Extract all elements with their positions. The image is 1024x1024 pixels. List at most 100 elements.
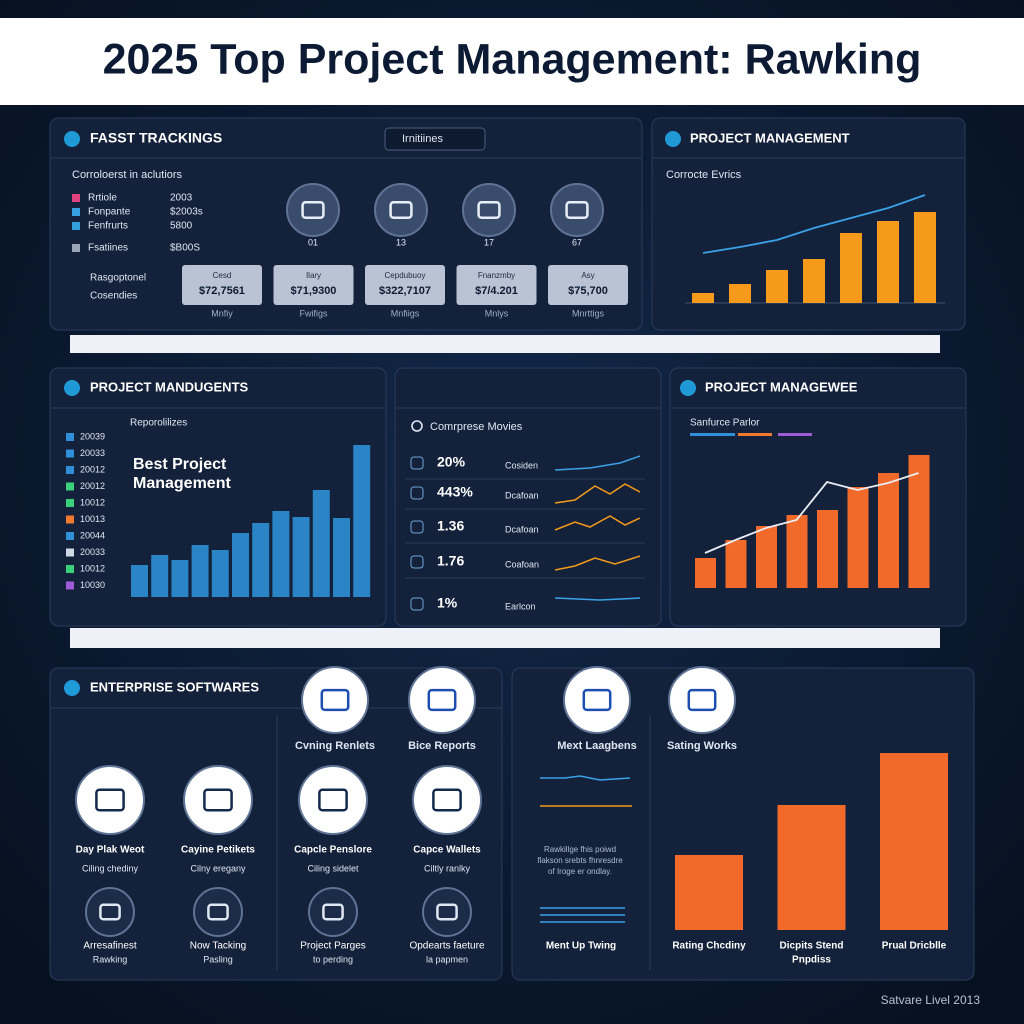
bar bbox=[914, 212, 936, 303]
legend-swatch bbox=[66, 532, 74, 540]
bar bbox=[777, 805, 846, 930]
label: Rawking bbox=[93, 954, 128, 964]
bar bbox=[232, 533, 249, 597]
label: Fnanzmby bbox=[478, 271, 515, 280]
legend-swatch bbox=[66, 449, 74, 458]
label: Fenfrurts bbox=[88, 221, 128, 232]
icon-glyph bbox=[207, 903, 229, 921]
icon-glyph bbox=[687, 688, 717, 712]
title-banner bbox=[0, 18, 1024, 105]
bar bbox=[756, 526, 777, 588]
label: Sating Works bbox=[667, 740, 737, 752]
row-swatch bbox=[72, 194, 80, 202]
icon-glyph bbox=[99, 903, 121, 921]
trend-line bbox=[702, 194, 926, 254]
bar bbox=[725, 540, 747, 588]
label: Fsatiines bbox=[88, 243, 128, 254]
bar bbox=[786, 515, 808, 588]
bar bbox=[695, 558, 716, 588]
bar bbox=[292, 517, 310, 597]
label: Project Parges bbox=[300, 941, 366, 952]
label: Rasgoptonel bbox=[90, 273, 146, 284]
metric-card bbox=[456, 265, 537, 305]
label: Cilny eregany bbox=[190, 863, 246, 873]
row-icon bbox=[410, 597, 424, 611]
label: flakson srebts fhnresdre bbox=[537, 856, 623, 865]
panel-icon bbox=[680, 380, 696, 396]
icon bbox=[408, 666, 476, 734]
icon-glyph bbox=[301, 200, 325, 220]
sparkline bbox=[554, 555, 641, 571]
label: Cayine Petikets bbox=[181, 845, 255, 856]
metric-card bbox=[365, 265, 445, 305]
icon-glyph bbox=[436, 903, 458, 921]
label: 13 bbox=[396, 237, 406, 247]
bar bbox=[877, 221, 899, 303]
label: Dicpits Stend bbox=[780, 941, 844, 952]
label: Capcle Penslore bbox=[294, 845, 372, 856]
sparkline bbox=[554, 597, 641, 601]
label: $7/4.201 bbox=[475, 285, 518, 297]
legend-label: 10012 bbox=[80, 563, 105, 573]
bar bbox=[840, 233, 862, 303]
bar bbox=[252, 523, 270, 597]
label: Day Plak Weot bbox=[76, 845, 145, 856]
label: Arresafinest bbox=[83, 941, 137, 952]
label: to perding bbox=[313, 954, 353, 964]
icon bbox=[462, 183, 516, 237]
divider bbox=[70, 335, 940, 353]
panel bbox=[511, 667, 975, 981]
page-title: 2025 Top Project Management: Rawking bbox=[103, 35, 922, 83]
legend-swatch bbox=[66, 466, 74, 474]
bar bbox=[272, 511, 290, 597]
search-text: Irnitiines bbox=[402, 133, 443, 145]
row-icon bbox=[410, 486, 424, 500]
metric-card bbox=[273, 265, 354, 305]
legend-label: 20033 bbox=[80, 448, 105, 458]
row-swatch bbox=[72, 244, 80, 252]
icon-glyph bbox=[582, 688, 612, 712]
label: Pnpdiss bbox=[792, 955, 831, 966]
panel-title: PROJECT MANDUGENTS bbox=[90, 379, 249, 394]
icon bbox=[193, 887, 243, 937]
panel-title: PROJECT MANAGEMENT bbox=[690, 130, 850, 145]
label: Bice Reports bbox=[408, 740, 476, 752]
label: $2003s bbox=[170, 207, 203, 218]
legend-label: 20012 bbox=[80, 464, 105, 474]
bar bbox=[908, 455, 930, 588]
icon bbox=[183, 765, 253, 835]
label: Cvning Renlets bbox=[295, 740, 375, 752]
icon-glyph bbox=[565, 200, 589, 220]
label: 17 bbox=[484, 237, 494, 247]
panel-icon bbox=[665, 131, 681, 147]
sparkline bbox=[554, 483, 641, 504]
legend-label: 10012 bbox=[80, 497, 105, 507]
label: Ment Up Twing bbox=[546, 941, 616, 952]
bar bbox=[312, 490, 330, 597]
legend-swatch bbox=[66, 482, 74, 491]
label: Asy bbox=[581, 271, 594, 280]
legend-bar bbox=[778, 433, 812, 436]
legend-bar bbox=[690, 433, 735, 436]
sparkline bbox=[554, 515, 641, 531]
label: Mnfiy bbox=[211, 308, 233, 318]
label: Cosendies bbox=[90, 291, 137, 302]
icon-glyph bbox=[432, 788, 462, 812]
footer: Satvare Livel 2013 bbox=[881, 993, 981, 1007]
headline: Best Project bbox=[133, 456, 227, 473]
label: 1% bbox=[437, 595, 458, 611]
legend-swatch bbox=[66, 515, 74, 524]
label: of Iroge er ondlay. bbox=[548, 867, 612, 876]
label: $72,7561 bbox=[199, 285, 245, 297]
label: Cepdubuoy bbox=[385, 271, 426, 280]
metric-card bbox=[548, 265, 628, 305]
divider bbox=[70, 628, 940, 648]
label: Ciling sidelet bbox=[307, 863, 359, 873]
panel-title: Comrprese Movies bbox=[430, 421, 523, 433]
row-swatch bbox=[72, 208, 80, 216]
icon bbox=[412, 765, 482, 835]
label: Ilary bbox=[306, 271, 321, 280]
legend-swatch bbox=[66, 565, 74, 573]
label: Dcafoan bbox=[505, 524, 539, 534]
